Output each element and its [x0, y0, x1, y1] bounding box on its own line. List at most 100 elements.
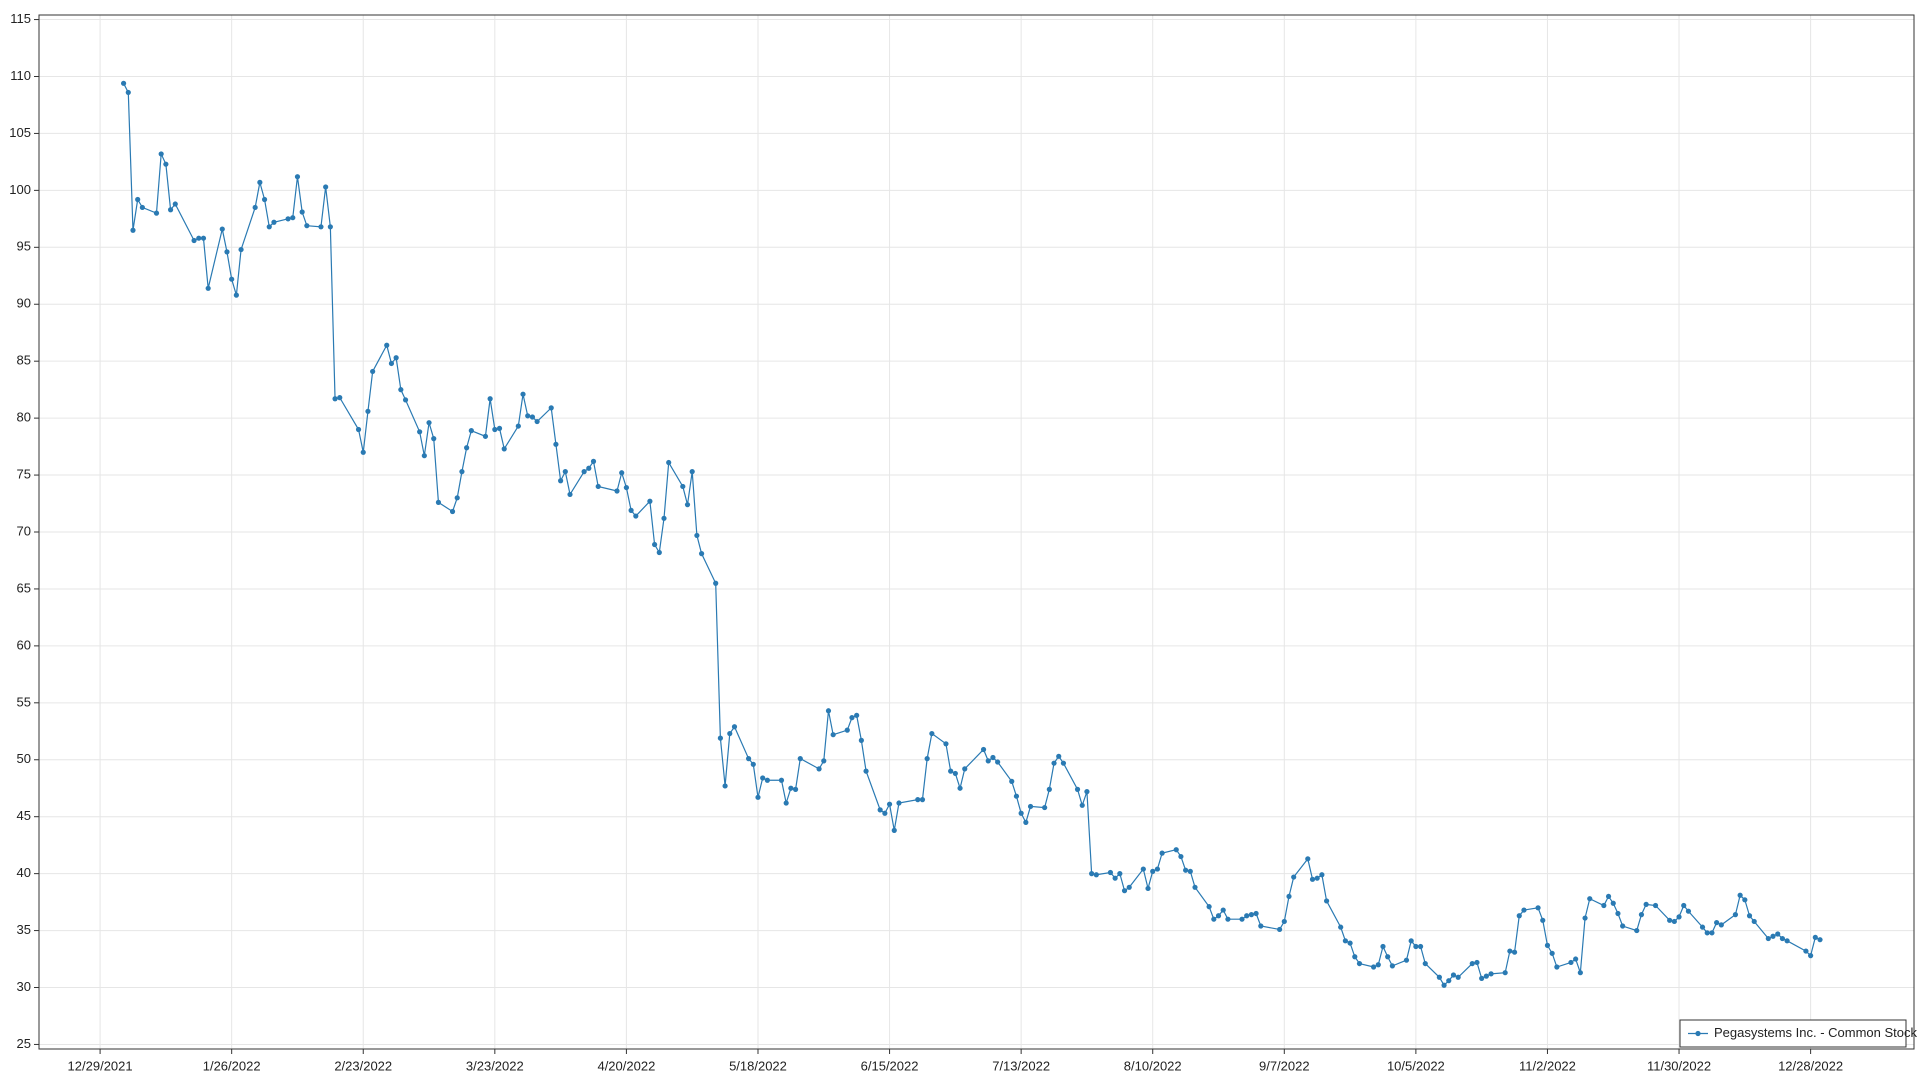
- point: [623, 484, 630, 491]
- point: [1286, 893, 1292, 900]
- point: [402, 397, 409, 403]
- x-tick-label: 11/30/2022: [1647, 1058, 1711, 1073]
- point: [1474, 959, 1480, 966]
- point: [1511, 949, 1518, 955]
- point: [1540, 917, 1546, 923]
- point: [1784, 938, 1790, 944]
- point: [299, 209, 305, 215]
- y-tick-label: 90: [17, 296, 31, 311]
- point: [647, 498, 653, 504]
- point: [1746, 913, 1753, 919]
- y-tick-label: 115: [10, 11, 31, 26]
- point: [261, 196, 268, 203]
- point: [1117, 871, 1123, 877]
- point: [529, 414, 536, 420]
- point: [525, 413, 531, 419]
- point: [1488, 971, 1494, 977]
- point: [1173, 847, 1179, 853]
- y-tick-label: 40: [17, 865, 31, 880]
- y-tick-label: 80: [17, 410, 31, 425]
- point: [1347, 940, 1353, 946]
- point: [1187, 868, 1193, 874]
- point: [1403, 957, 1410, 963]
- y-tick-label: 70: [17, 523, 31, 538]
- point: [1779, 935, 1786, 942]
- point: [135, 196, 141, 203]
- point: [257, 179, 263, 185]
- point: [431, 436, 437, 442]
- point: [581, 469, 587, 475]
- point: [1737, 892, 1743, 898]
- y-tick-label: 75: [17, 466, 31, 481]
- x-tick-label: 5/18/2022: [729, 1058, 787, 1073]
- x-tick-label: 12/29/2021: [68, 1058, 133, 1073]
- point: [219, 226, 225, 232]
- point: [172, 201, 178, 207]
- point: [1507, 948, 1513, 954]
- point: [929, 730, 935, 737]
- x-tick-label: 7/13/2022: [992, 1058, 1050, 1073]
- point: [1516, 913, 1522, 919]
- point: [1765, 935, 1771, 942]
- legend-marker: [1695, 1030, 1701, 1037]
- x-tick-label: 11/2/2022: [1519, 1058, 1576, 1073]
- point: [163, 161, 169, 167]
- point: [652, 541, 658, 548]
- point: [727, 730, 733, 737]
- point: [1638, 912, 1645, 918]
- point: [294, 174, 301, 180]
- point: [1342, 938, 1348, 944]
- point: [788, 785, 794, 791]
- point: [1253, 910, 1259, 917]
- point: [1126, 884, 1132, 890]
- point: [957, 785, 963, 791]
- point: [482, 433, 489, 439]
- point: [332, 396, 338, 402]
- point: [139, 204, 145, 211]
- point: [689, 469, 695, 475]
- point: [1305, 856, 1311, 862]
- point: [750, 761, 756, 767]
- point: [1408, 938, 1414, 944]
- point: [1192, 884, 1198, 890]
- point: [1704, 930, 1710, 936]
- point: [1319, 872, 1325, 878]
- point: [398, 387, 404, 393]
- point: [1027, 803, 1034, 810]
- point: [722, 783, 728, 789]
- point: [553, 441, 559, 447]
- point: [1248, 912, 1255, 918]
- legend: Pegasystems Inc. - Common Stock: [1679, 1019, 1918, 1048]
- point: [1145, 885, 1151, 892]
- point: [698, 551, 705, 557]
- point: [1375, 962, 1381, 968]
- point: [1154, 866, 1161, 872]
- point: [614, 488, 620, 494]
- point: [684, 502, 691, 508]
- point: [1056, 753, 1062, 759]
- point: [830, 732, 836, 738]
- point: [1183, 867, 1189, 873]
- x-tick-label: 12/28/2022: [1778, 1058, 1843, 1073]
- point: [1652, 902, 1659, 909]
- point: [1751, 918, 1757, 925]
- point: [285, 216, 291, 222]
- point: [755, 794, 761, 800]
- point: [1817, 937, 1823, 943]
- point: [1215, 913, 1222, 919]
- point: [1281, 918, 1287, 925]
- point: [384, 342, 390, 348]
- point: [167, 207, 174, 213]
- point: [1417, 943, 1424, 950]
- point: [1544, 942, 1551, 948]
- grid: 25 30 35 40 45 50 55 60 65 70 75 80 85 90 95 100 105 110 1…: [9, 11, 1914, 1073]
- point: [1436, 974, 1442, 980]
- point: [877, 807, 883, 813]
- point: [1667, 917, 1673, 923]
- point: [1211, 916, 1217, 922]
- point: [1549, 950, 1555, 956]
- point: [1714, 919, 1720, 926]
- point: [459, 469, 465, 475]
- point: [854, 712, 860, 718]
